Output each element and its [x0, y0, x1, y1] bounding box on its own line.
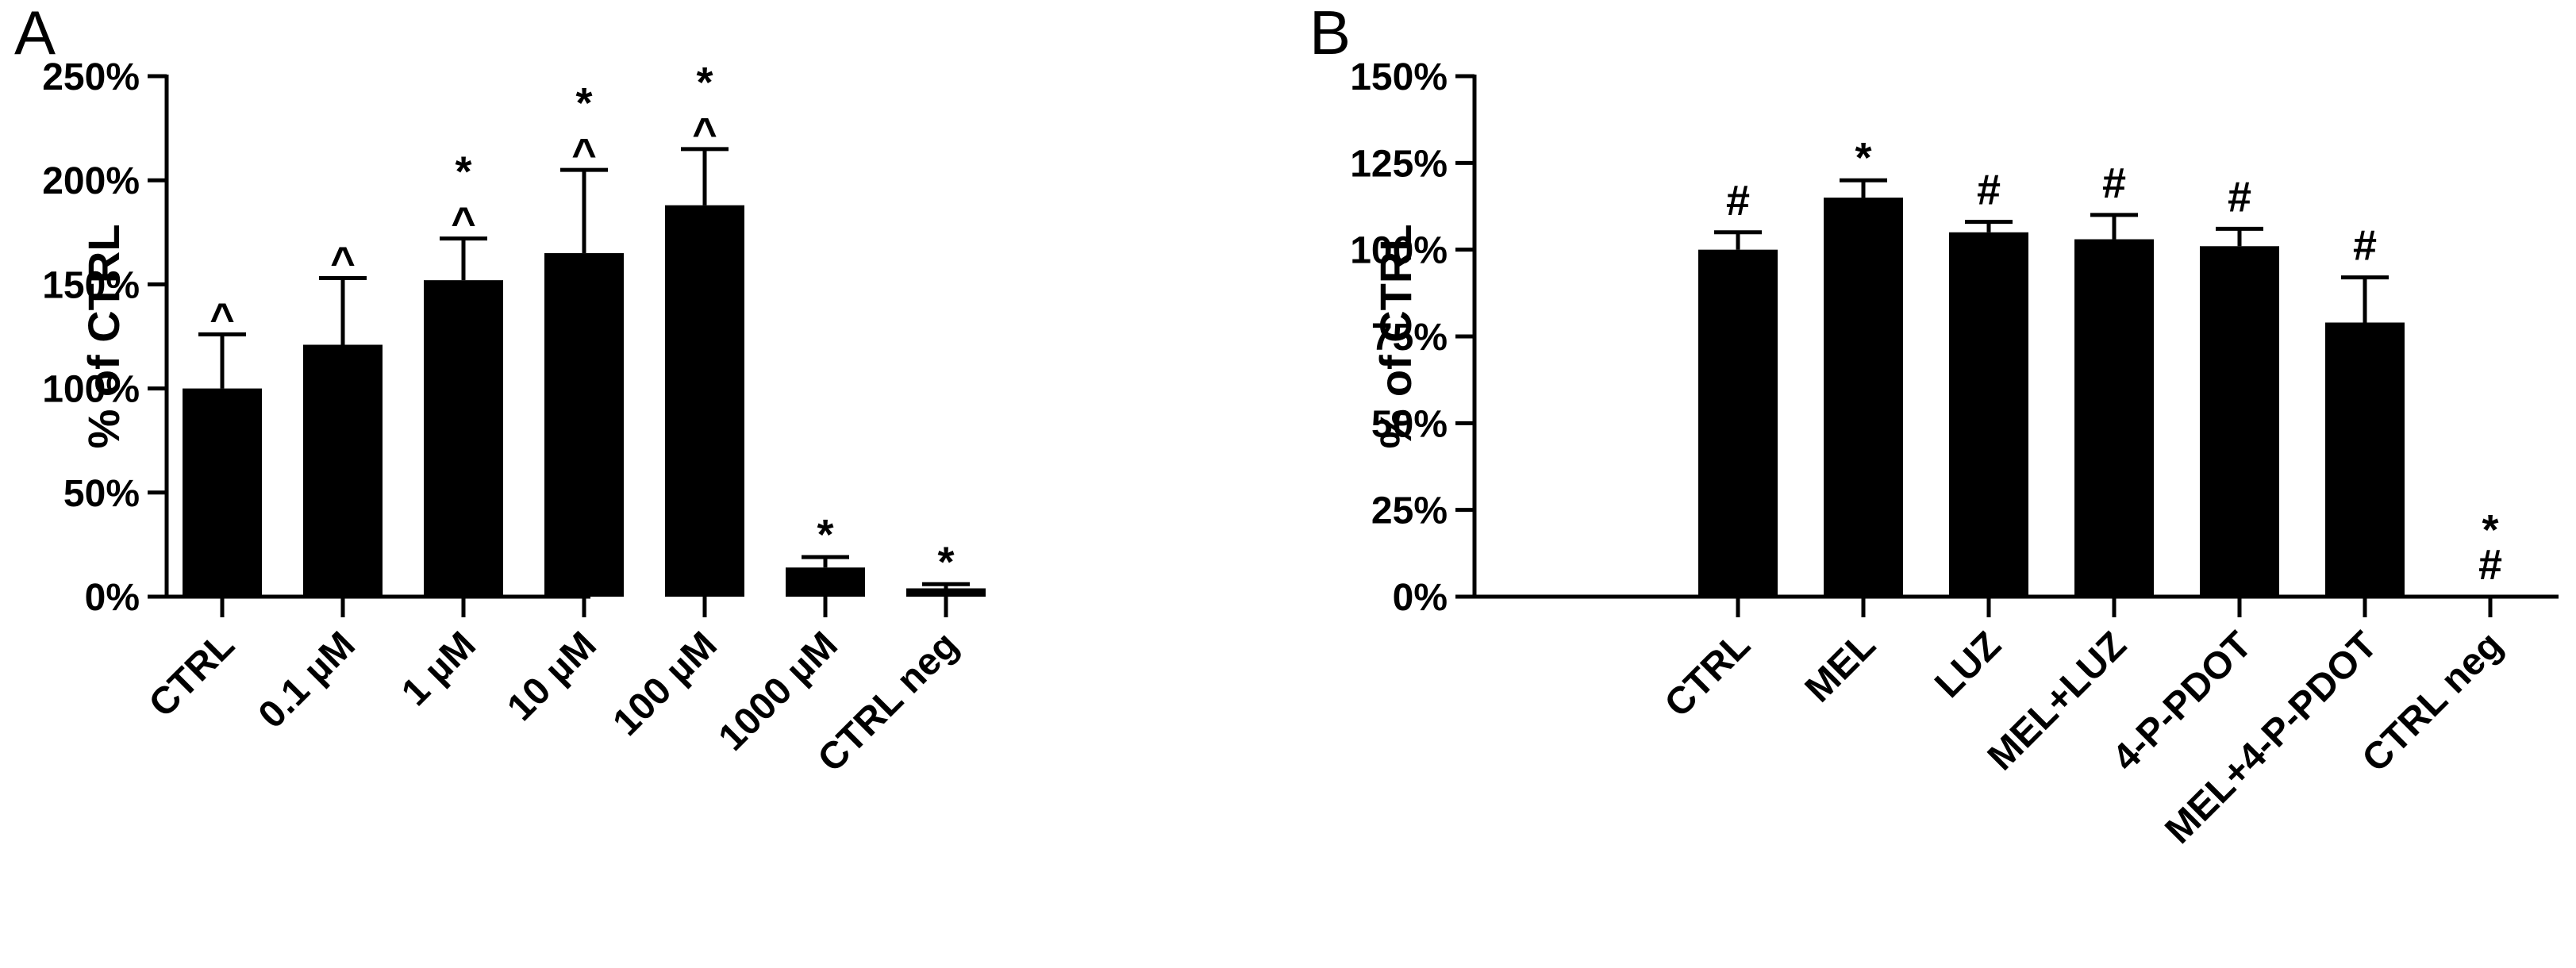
x-tick-label: LUZ	[1927, 624, 2009, 705]
bar	[1949, 232, 2028, 597]
y-tick-label: 150%	[42, 264, 140, 306]
bar	[665, 205, 744, 597]
significance-mark: #	[2102, 159, 2126, 207]
bar	[183, 388, 262, 597]
significance-mark: *	[1855, 134, 1871, 182]
significance-mark: #	[2228, 173, 2251, 221]
bar	[786, 567, 865, 597]
x-tick-label: 10 µM	[499, 624, 604, 728]
x-tick-label: MEL+4-P-PDOT	[2157, 624, 2385, 851]
x-tick-label: 0.1 µM	[251, 624, 363, 736]
y-tick-label: 100%	[42, 369, 140, 411]
significance-mark: #	[2478, 541, 2502, 589]
significance-mark: ^	[330, 239, 356, 286]
y-tick-label: 0%	[1393, 577, 1448, 619]
bar	[906, 588, 986, 597]
y-tick-label: 250%	[42, 56, 140, 98]
bar	[2074, 239, 2154, 597]
bar	[1824, 198, 1903, 597]
y-tick-label: 0%	[85, 577, 140, 619]
x-tick-label: CTRL	[1657, 624, 1759, 725]
panel-a: A % of CTRL 0% 50% 100% 150% 200% 250% CTRL ^ 0.1 …	[14, 0, 986, 780]
significance-mark: *	[575, 79, 592, 127]
bar	[424, 280, 503, 597]
bar	[1698, 249, 1778, 597]
significance-mark: ^	[692, 109, 717, 157]
y-tick-label: 200%	[42, 160, 140, 202]
y-axis-title: % of CTRL	[1371, 224, 1421, 448]
significance-mark: #	[1977, 167, 2001, 214]
panel-letter: B	[1309, 0, 1351, 67]
significance-mark: *	[817, 511, 833, 559]
significance-mark: #	[2353, 222, 2377, 270]
x-tick-label: MEL	[1797, 624, 1884, 710]
significance-mark: *	[455, 148, 471, 196]
y-tick-label: 50%	[1371, 403, 1448, 445]
y-axis-title: % of CTRL	[79, 224, 129, 448]
x-tick-label: 100 µM	[605, 624, 725, 743]
bar	[2325, 322, 2405, 597]
significance-mark: *	[696, 59, 713, 106]
bar	[2200, 246, 2279, 597]
x-tick-label: 1 µM	[394, 624, 484, 714]
significance-mark: ^	[210, 294, 235, 342]
panel-letter: A	[14, 0, 56, 67]
y-tick-label: 50%	[63, 473, 140, 515]
y-tick-label: 75%	[1371, 317, 1448, 359]
y-tick-label: 100%	[1350, 230, 1448, 272]
significance-mark: ^	[451, 199, 476, 247]
bar	[544, 253, 624, 597]
y-tick-label: 150%	[1350, 56, 1448, 98]
significance-mark: #	[1726, 177, 1750, 225]
bar	[303, 344, 383, 597]
y-tick-label: 125%	[1350, 143, 1448, 185]
panel-b: B % of CTRL 0% 25% 50% 75% 100% 125% 150% CTRL # ME…	[1309, 0, 2559, 852]
y-tick-label: 25%	[1371, 490, 1448, 532]
significance-mark: ^	[571, 130, 597, 178]
x-tick-label: CTRL	[141, 624, 243, 725]
significance-mark: *	[937, 538, 954, 586]
significance-mark: *	[2482, 506, 2498, 554]
